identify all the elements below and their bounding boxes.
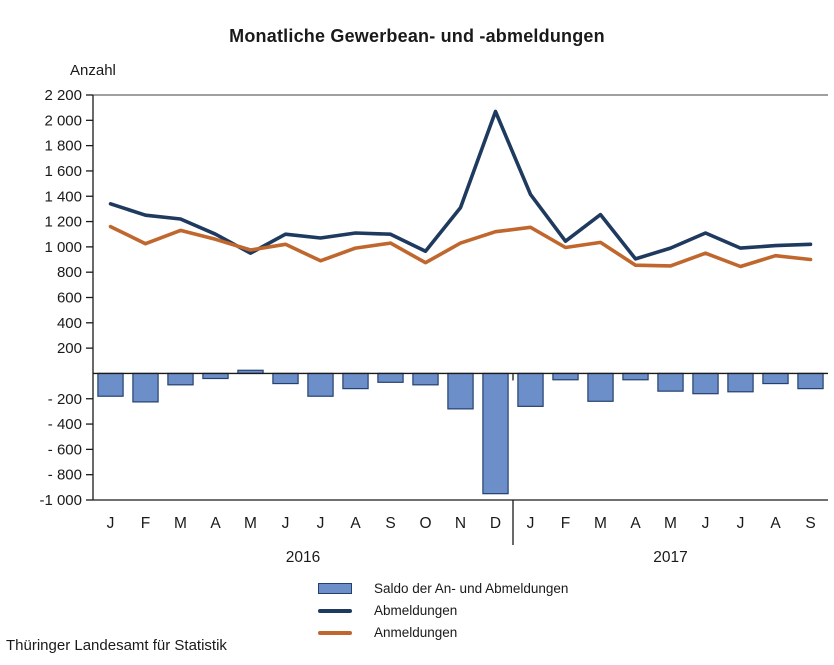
month-label: J — [317, 515, 325, 532]
chart-plot-area: 2 200 2 000 1 800 1 600 1 400 1 200 1 000 800 60… — [39, 88, 828, 566]
y-tick-label: - 400 — [48, 416, 82, 433]
saldo-bar — [727, 372, 754, 393]
y-axis-unit-label: Anzahl — [70, 62, 116, 79]
saldo-bar — [692, 372, 719, 395]
y-tick-label: - 200 — [48, 391, 82, 408]
saldo-bar — [552, 372, 579, 381]
y-tick-label: 1 400 — [44, 188, 82, 205]
month-label: A — [210, 515, 221, 532]
anmeldungen-line — [108, 224, 813, 269]
saldo-bar — [202, 372, 229, 380]
legend-item-abmeldungen: Abmeldungen — [318, 603, 568, 618]
year-label: 2016 — [286, 549, 320, 566]
saldo-bar — [272, 372, 299, 385]
saldo-bar — [447, 372, 474, 410]
abmeldungen-line — [108, 109, 813, 261]
month-label: J — [702, 515, 710, 532]
legend-label-saldo: Saldo der An- und Abmeldungen — [374, 581, 569, 596]
y-tick-label: - 600 — [48, 441, 82, 458]
y-tick-label: -1 000 — [39, 492, 82, 509]
year-label: 2017 — [653, 549, 687, 566]
saldo-bar — [482, 372, 509, 495]
legend-item-saldo: Saldo der An- und Abmeldungen — [318, 581, 568, 596]
legend-item-anmeldungen: Anmeldungen — [318, 625, 568, 640]
y-tick-label: - 800 — [48, 467, 82, 484]
saldo-bar — [377, 372, 404, 383]
month-label: M — [664, 515, 677, 532]
y-tick-label: 200 — [57, 340, 82, 357]
y-tick-label: 1 000 — [44, 239, 82, 256]
y-tick-label: 800 — [57, 264, 82, 281]
source-note: Thüringer Landesamt für Statistik — [6, 637, 227, 654]
saldo-bar — [622, 372, 649, 381]
month-label: S — [805, 515, 815, 532]
saldo-bar — [342, 372, 369, 390]
abmeldungen-line-swatch — [318, 608, 352, 613]
y-tick-label: 2 000 — [44, 112, 82, 129]
legend-label-anmeldungen: Anmeldungen — [374, 625, 458, 640]
month-label: J — [527, 515, 535, 532]
month-label: J — [107, 515, 115, 532]
legend-label-abmeldungen: Abmeldungen — [374, 603, 458, 618]
month-label: A — [630, 515, 641, 532]
month-label: M — [174, 515, 187, 532]
saldo-bar — [657, 372, 684, 392]
month-label: D — [490, 515, 501, 532]
saldo-bar — [517, 372, 544, 407]
saldo-bar — [762, 372, 789, 385]
y-tick-label: 2 200 — [44, 88, 82, 104]
y-tick-label: 400 — [57, 315, 82, 332]
month-label: M — [594, 515, 607, 532]
month-label: F — [141, 515, 150, 532]
anmeldungen-line-swatch — [318, 630, 352, 635]
y-tick-label: 1 800 — [44, 138, 82, 155]
y-tick-label: 1 600 — [44, 163, 82, 180]
month-label: A — [350, 515, 361, 532]
month-label: O — [419, 515, 431, 532]
saldo-bar-swatch — [318, 583, 352, 594]
month-label: J — [282, 515, 290, 532]
y-tick-label: 600 — [57, 290, 82, 307]
saldo-bar — [412, 372, 439, 386]
saldo-bar — [167, 372, 194, 386]
month-label: F — [561, 515, 570, 532]
saldo-bar — [797, 372, 824, 390]
month-label: N — [455, 515, 466, 532]
month-label: A — [770, 515, 781, 532]
month-label: M — [244, 515, 257, 532]
saldo-bar — [307, 372, 334, 397]
chart-title: Monatliche Gewerbean- und -abmeldungen — [229, 26, 605, 46]
y-tick-label: 1 200 — [44, 214, 82, 231]
saldo-bar — [132, 372, 159, 403]
saldo-bar — [97, 372, 124, 397]
legend: Saldo der An- und Abmeldungen Abmeldunge… — [318, 581, 568, 640]
saldo-bar — [587, 372, 614, 402]
month-label: J — [737, 515, 745, 532]
month-label: S — [385, 515, 395, 532]
